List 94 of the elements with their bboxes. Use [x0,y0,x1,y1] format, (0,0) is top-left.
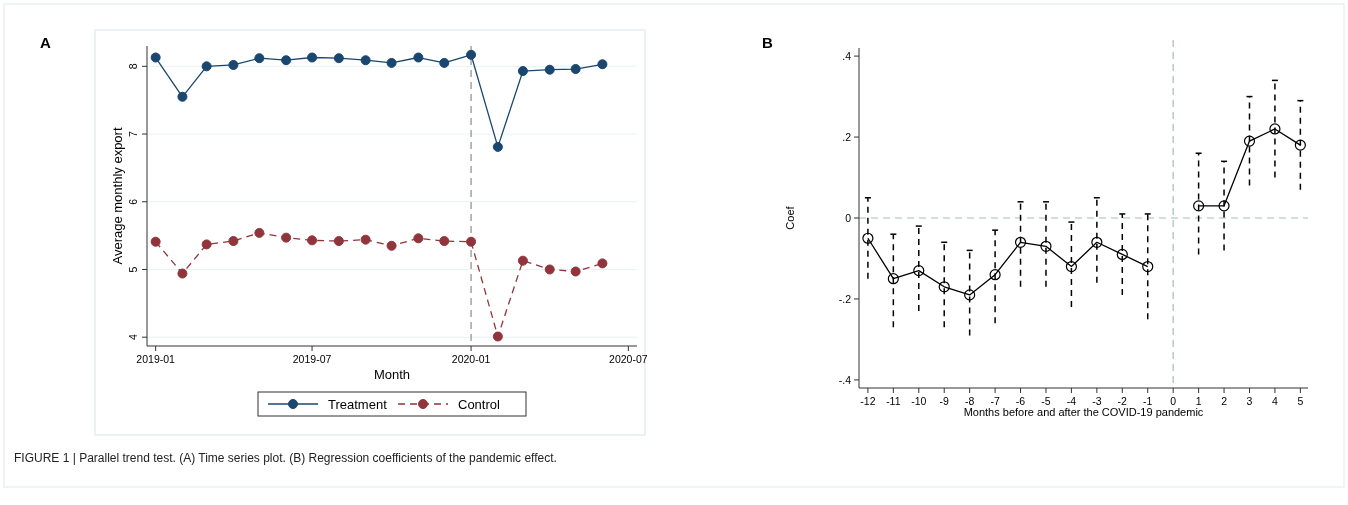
x-tick-label: 2020-07 [609,353,648,365]
point [1065,260,1078,273]
x-tick-label: -4 [1066,395,1077,407]
point [862,232,874,244]
y-tick-label: .2 [842,131,852,144]
x-tick-label: -8 [964,395,975,407]
x-tick-label: -10 [911,395,927,407]
point [597,258,608,269]
y-tick-label: 6 [127,198,139,205]
point [333,53,344,64]
point [492,141,503,152]
y-tick-label: -.2 [838,292,852,305]
y-tick-label: .4 [842,50,852,63]
point [386,240,397,251]
point [360,55,371,66]
x-tick-label: -6 [1015,395,1026,407]
x-tick-label: 4 [1272,395,1279,407]
point [281,55,292,66]
point [360,234,371,245]
y-tick-label: 4 [127,334,139,341]
point [281,232,292,243]
x-tick-label: -7 [990,395,1000,407]
point [887,273,899,285]
y-tick-label: 0 [845,212,852,224]
legend-label: Treatment [328,397,388,412]
y-tick-label: -.4 [838,373,852,386]
x-tick-label: -1 [1143,395,1153,407]
x-tick-label: -11 [886,395,901,407]
x-tick-label: 2 [1221,395,1228,407]
x-tick-label: -12 [860,395,876,407]
point [466,236,477,247]
point [177,268,188,279]
point [913,265,925,277]
point [1243,135,1256,147]
point [1040,240,1052,252]
point [570,266,581,277]
point [1142,260,1154,273]
point [1091,236,1103,248]
point [597,59,608,70]
x-tick-label: 0 [1170,395,1177,407]
point [228,59,239,70]
point [333,236,344,247]
point [570,64,581,75]
point [964,289,976,301]
caption: FIGURE 1 | Parallel trend test. (A) Time series plot. (B) Regression coefficients of the pandemic effect. [14,451,557,465]
y-tick-label: 7 [127,130,139,137]
x-tick-label: 3 [1246,395,1253,407]
point [307,235,318,246]
point [439,236,450,247]
point [228,236,239,247]
point [544,64,555,75]
point [1014,236,1027,248]
x-tick-label: 2020-01 [451,353,491,365]
point [307,52,318,63]
point [1218,200,1230,212]
x-tick-label: -5 [1041,395,1051,407]
point [544,264,555,275]
point [413,233,424,244]
y-tick-label: 5 [127,266,139,273]
chart-title: A [40,34,51,51]
point [1116,248,1128,261]
point [201,61,212,72]
chart-title: B [762,34,773,51]
point [1269,123,1281,135]
point [1193,200,1205,212]
legend-label: Control [458,397,501,412]
x-tick-label: 5 [1297,395,1304,407]
point [386,57,397,68]
x-axis-title: Months before and after the COVID-19 pandemic [963,406,1204,418]
x-tick-label: -3 [1092,395,1102,407]
point [938,281,950,293]
point [150,236,161,247]
point [492,331,503,342]
y-axis-title: Coef [784,205,796,230]
x-tick-label: -2 [1117,395,1128,407]
point [439,57,450,68]
point [177,91,188,102]
x-tick-label: 2019-07 [292,353,332,365]
point [254,227,265,238]
point [201,239,212,250]
point [517,255,528,266]
x-axis-title: Month [373,367,411,382]
point [413,52,424,63]
point [150,52,161,63]
point [517,66,528,77]
x-tick-label: 2019-01 [136,353,176,365]
y-axis-title: Average monthly export [110,127,125,265]
y-tick-label: 8 [127,63,139,70]
point [1294,139,1306,151]
x-tick-label: -9 [939,395,950,407]
point [989,269,1001,281]
point [466,49,477,60]
x-tick-label: 1 [1195,395,1202,407]
point [254,53,265,64]
